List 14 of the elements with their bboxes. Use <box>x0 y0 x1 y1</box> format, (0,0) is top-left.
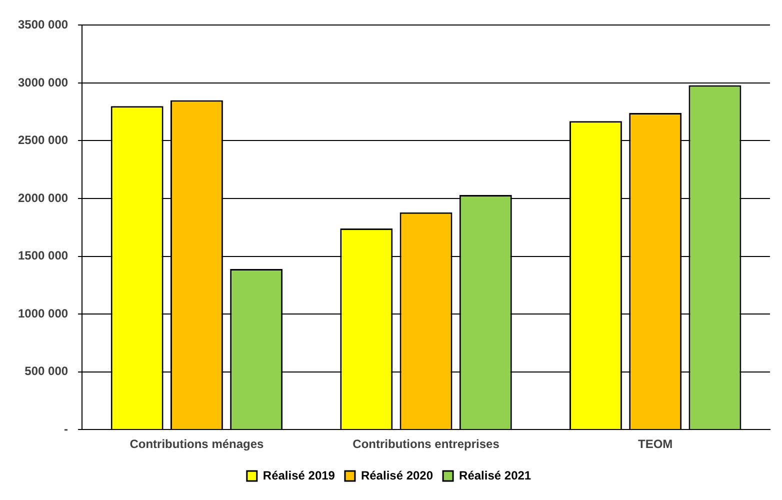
y-tick-label: 1000 000 <box>18 306 68 320</box>
y-tick-label: - <box>64 422 68 436</box>
x-tick-label: Contributions entreprises <box>352 437 500 452</box>
y-tick-label: 2000 000 <box>18 190 68 205</box>
y-tick-label: 500 000 <box>24 364 68 378</box>
legend-label: Réalisé 2020 <box>360 468 434 482</box>
legend-label: Réalisé 2019 <box>262 468 336 482</box>
y-tick-label: 3500 000 <box>18 18 68 32</box>
legend-label: Réalisé 2021 <box>459 468 532 482</box>
y-tick-label: 3000 000 <box>18 75 68 90</box>
y-tick-label: 2500 000 <box>18 133 68 148</box>
x-tick-label: Contributions ménages <box>130 437 264 452</box>
x-tick-label: TEOM <box>638 437 673 452</box>
y-tick-label: 1500 000 <box>18 248 68 263</box>
